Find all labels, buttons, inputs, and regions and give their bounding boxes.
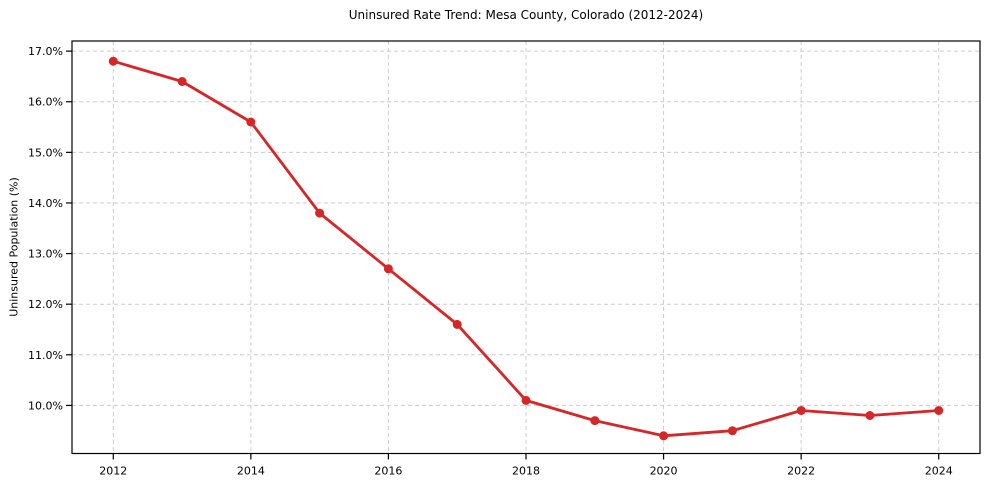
y-axis-label: Uninsured Population (%)	[7, 177, 21, 317]
y-tick-label: 11.0%	[28, 349, 63, 362]
x-tick-label: 2016	[374, 465, 402, 478]
y-tick-label: 10.0%	[28, 399, 63, 412]
y-tick-label: 14.0%	[28, 197, 63, 210]
data-point-2021	[727, 426, 737, 436]
data-point-2014	[246, 117, 256, 127]
x-tick-label: 2020	[650, 465, 678, 478]
chart-title: Uninsured Rate Trend: Mesa County, Color…	[348, 8, 704, 22]
data-point-2020	[659, 431, 669, 441]
x-tick-label: 2024	[925, 465, 953, 478]
x-tick-label: 2014	[237, 465, 265, 478]
y-tick-label: 13.0%	[28, 248, 63, 261]
y-tick-label: 16.0%	[28, 96, 63, 109]
data-point-2022	[796, 406, 806, 415]
data-point-2024	[934, 406, 944, 415]
x-tick-label: 2012	[99, 465, 127, 478]
data-point-2017	[452, 319, 462, 329]
data-point-2015	[315, 208, 325, 218]
data-point-2016	[383, 264, 393, 274]
x-tick-label: 2018	[512, 465, 540, 478]
y-tick-label: 15.0%	[28, 146, 63, 159]
y-tick-label: 12.0%	[28, 298, 63, 311]
data-point-2023	[865, 411, 875, 420]
data-point-2012	[108, 56, 118, 66]
y-tick-label: 17.0%	[28, 45, 63, 58]
x-tick-label: 2022	[787, 465, 815, 478]
data-point-2018	[521, 395, 531, 405]
data-point-2013	[177, 77, 187, 86]
data-point-2019	[590, 416, 600, 426]
